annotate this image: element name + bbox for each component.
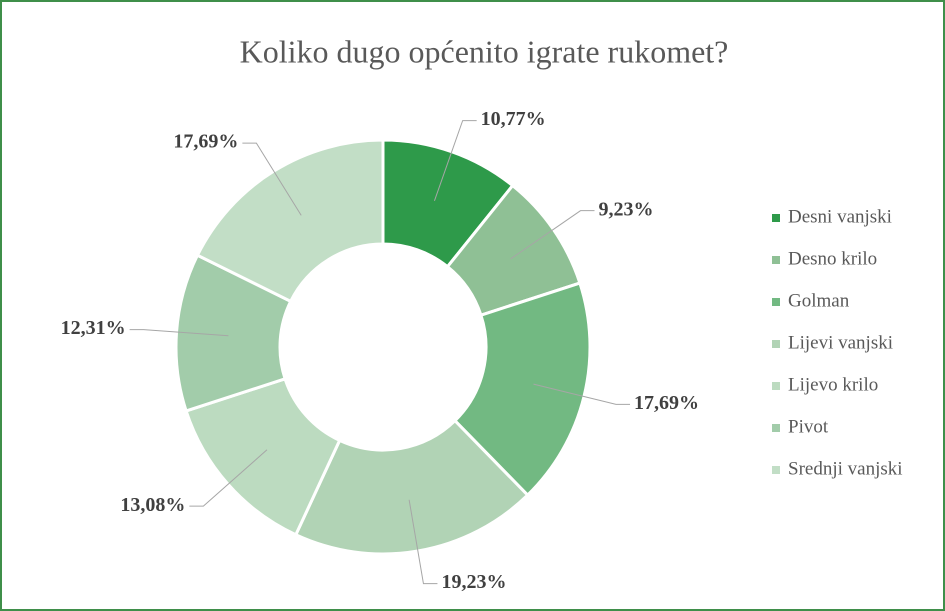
legend-marker [772, 298, 780, 306]
legend-marker [772, 340, 780, 348]
data-label: 12,31% [61, 317, 126, 339]
chart-title: Koliko dugo općenito igrate rukomet? [240, 33, 729, 69]
leader-line [189, 449, 268, 507]
legend-marker [772, 424, 780, 432]
leader-line [242, 142, 302, 216]
donut-segment [293, 418, 530, 556]
legend-label: Golman [788, 290, 850, 311]
legend-label: Desno krilo [788, 248, 877, 269]
donut-segment [452, 281, 592, 498]
legend-label: Pivot [788, 416, 829, 437]
legend-marker [772, 214, 780, 222]
legend-label: Lijevo krilo [788, 374, 878, 395]
legend-marker [772, 382, 780, 390]
legend-label: Desni vanjski [788, 206, 892, 227]
data-label: 17,69% [173, 131, 238, 153]
data-label: 17,69% [634, 392, 699, 414]
data-label: 9,23% [599, 198, 654, 220]
data-label: 19,23% [441, 571, 506, 593]
legend-marker [772, 466, 780, 474]
leader-line [129, 329, 229, 337]
data-label: 10,77% [481, 108, 546, 130]
leader-line [510, 210, 595, 260]
leader-line [433, 120, 477, 201]
legend-label: Srednji vanjski [788, 458, 903, 479]
donut-segment [195, 138, 385, 304]
legend-label: Lijevi vanjski [788, 332, 893, 353]
leader-line [408, 499, 438, 585]
data-label: 13,08% [120, 494, 185, 516]
leader-line [533, 383, 631, 405]
legend-marker [772, 256, 780, 264]
